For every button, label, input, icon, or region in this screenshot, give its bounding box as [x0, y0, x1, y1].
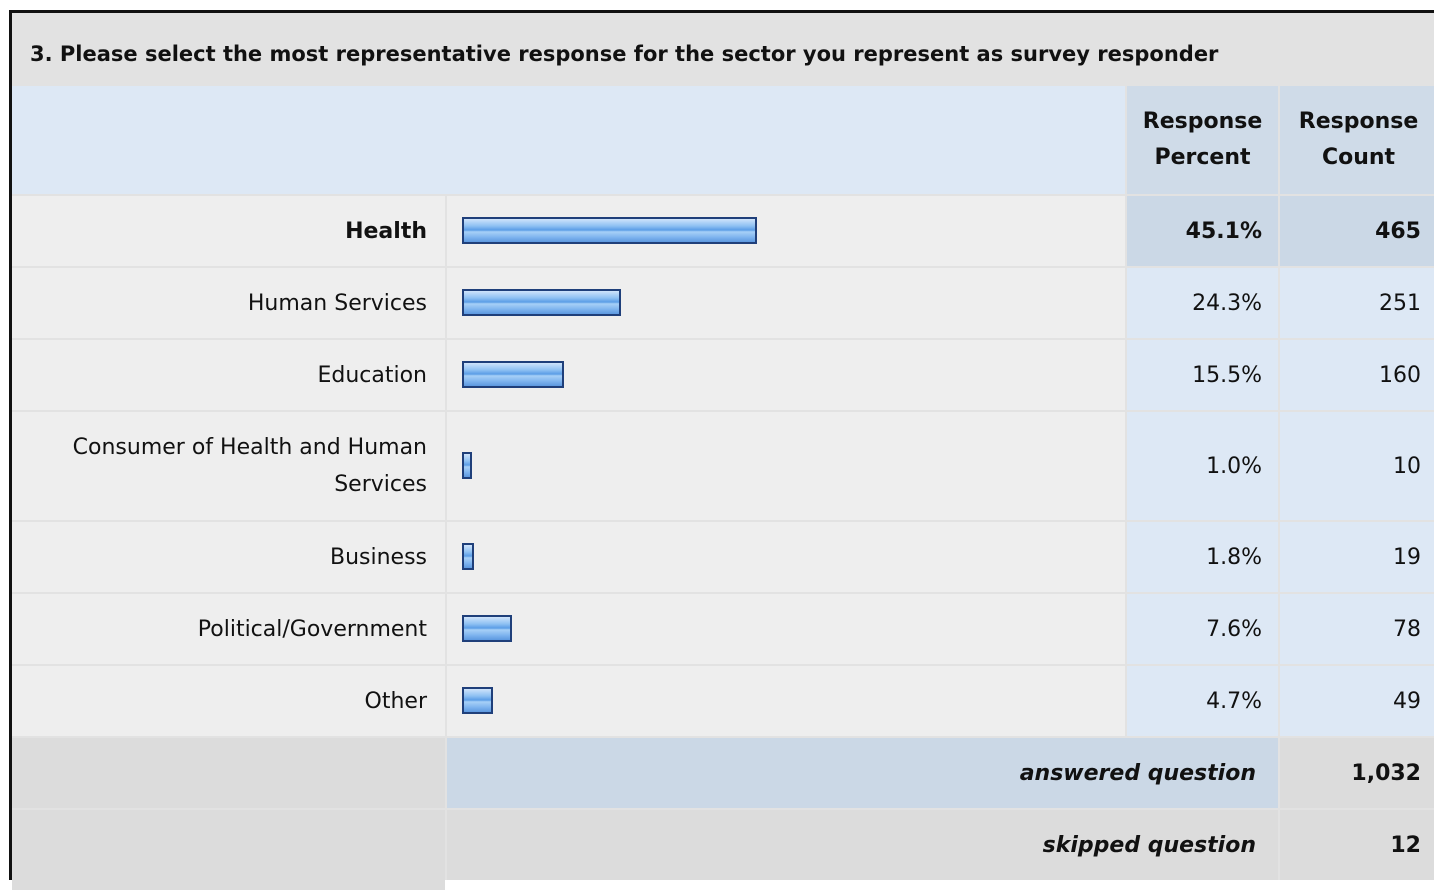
response-count-value: 19 — [1280, 522, 1434, 592]
response-count-value: 78 — [1280, 594, 1434, 664]
category-label-line: Other — [364, 688, 427, 714]
category-label: Education — [12, 340, 445, 410]
category-label-text: Other — [365, 683, 427, 720]
skipped-left-blank — [12, 810, 445, 890]
category-label: Political/Government — [12, 594, 445, 664]
answered-question-label: answered question — [447, 738, 1278, 808]
category-label-line: Business — [329, 544, 427, 570]
category-label: Business — [12, 522, 445, 592]
header-percent-line2: Percent — [1154, 145, 1251, 170]
response-count-value: 49 — [1280, 666, 1434, 736]
category-label: Consumer of Health and Human Services — [12, 412, 445, 520]
category-label-text: Business — [330, 539, 427, 576]
skipped-question-label: skipped question — [447, 810, 1278, 880]
response-percent-value: 7.6% — [1127, 594, 1278, 664]
category-label: Human Services — [12, 268, 445, 338]
header-count-line1: Response — [1298, 109, 1419, 134]
category-label-text: Human Services — [248, 285, 427, 322]
response-count-value: 465 — [1280, 196, 1434, 266]
header-percent-line1: Response — [1142, 109, 1263, 134]
bar-cell — [447, 594, 1125, 664]
bar-health — [462, 216, 758, 244]
category-label-line: Health — [345, 218, 427, 244]
bar-consumer-of-health-and-human-services — [462, 451, 472, 479]
header-count-line2: Count — [1321, 145, 1396, 170]
response-count-value: 160 — [1280, 340, 1434, 410]
response-percent-value: 1.0% — [1127, 412, 1278, 520]
response-percent-value: 45.1% — [1127, 196, 1278, 266]
answered-left-blank — [12, 738, 445, 808]
header-response-percent: Response Percent — [1127, 86, 1278, 194]
question-title: 3. Please select the most representative… — [30, 42, 1219, 66]
bar-business — [462, 542, 474, 570]
header-blank-cell — [12, 86, 1125, 194]
category-label-text: Education — [317, 357, 427, 394]
category-label: Other — [12, 666, 445, 736]
response-percent-value: 24.3% — [1127, 268, 1278, 338]
bar-political-government — [462, 614, 512, 642]
survey-question-panel: 3. Please select the most representative… — [9, 10, 1434, 890]
bar-cell — [447, 412, 1125, 520]
category-label-text: Health — [345, 213, 427, 250]
bar-human-services — [462, 288, 622, 316]
bar-education — [462, 360, 564, 388]
answered-question-value: 1,032 — [1280, 738, 1434, 808]
header-response-count: Response Count — [1280, 86, 1434, 194]
category-label-text: Consumer of Health and Human Services — [73, 429, 427, 503]
category-label-line: Services — [334, 472, 427, 497]
bar-cell — [447, 522, 1125, 592]
category-label: Health — [12, 196, 445, 266]
bar-other — [462, 686, 493, 714]
skipped-question-value: 12 — [1280, 810, 1434, 880]
category-label-line: Human Services — [247, 290, 427, 316]
category-label-text: Political/Government — [198, 611, 427, 648]
response-percent-value: 1.8% — [1127, 522, 1278, 592]
category-label-line: Consumer of Health and Human — [72, 435, 427, 460]
response-percent-value: 4.7% — [1127, 666, 1278, 736]
response-percent-value: 15.5% — [1127, 340, 1278, 410]
category-label-line: Political/Government — [197, 616, 427, 642]
response-count-value: 251 — [1280, 268, 1434, 338]
bar-cell — [447, 666, 1125, 736]
category-label-line: Education — [317, 362, 427, 388]
response-count-value: 10 — [1280, 412, 1434, 520]
